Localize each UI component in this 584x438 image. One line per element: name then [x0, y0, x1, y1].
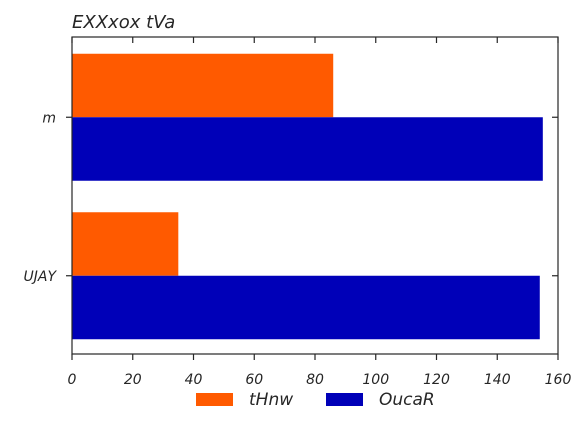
legend-swatch-1: [196, 393, 233, 406]
x-tick-label: 20: [124, 372, 142, 388]
legend-label-1: tHnw: [249, 390, 293, 410]
legend-label-2: OucaR: [379, 390, 435, 410]
x-tick-label: 0: [68, 372, 77, 388]
x-tick-label: 120: [423, 372, 450, 388]
bar-1-2: [72, 212, 179, 276]
x-tick-label: 40: [185, 372, 203, 388]
x-tick-label: 80: [306, 372, 324, 388]
bar-1-1: [72, 53, 334, 118]
bar-2-1: [72, 117, 543, 181]
y-axis: m UJAY: [23, 110, 558, 285]
legend-swatch-2: [326, 393, 363, 406]
bar-2-2: [72, 275, 540, 340]
y-tick-label: m: [42, 110, 56, 126]
x-tick-label: 140: [484, 372, 511, 388]
legend: tHnw OucaR: [196, 390, 435, 410]
chart-title: EXXxox tVa: [72, 12, 175, 33]
bars-group: [72, 53, 543, 340]
x-tick-label: 160: [545, 372, 572, 388]
x-tick-label: 100: [362, 372, 389, 388]
x-axis: 0 20 40 60 80 100 120 140 160: [68, 37, 572, 388]
x-tick-label: 60: [245, 372, 263, 388]
y-tick-label: UJAY: [23, 269, 57, 285]
